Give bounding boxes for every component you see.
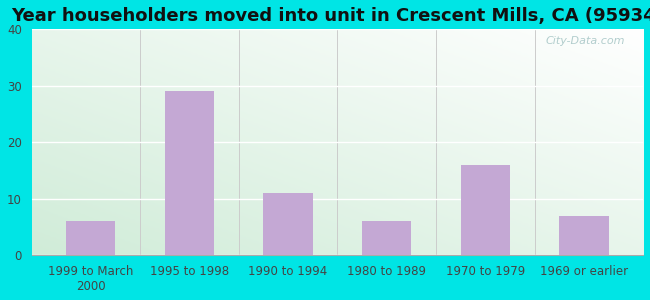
Text: City-Data.com: City-Data.com: [545, 36, 625, 46]
Bar: [66, 221, 116, 255]
Bar: [164, 92, 214, 255]
Bar: [362, 221, 411, 255]
Bar: [263, 193, 313, 255]
Bar: [263, 193, 313, 255]
Bar: [559, 216, 608, 255]
Bar: [461, 165, 510, 255]
Bar: [66, 221, 116, 255]
Bar: [461, 165, 510, 255]
Title: Year householders moved into unit in Crescent Mills, CA (95934): Year householders moved into unit in Cre…: [11, 7, 650, 25]
Bar: [362, 221, 411, 255]
Bar: [164, 92, 214, 255]
Bar: [559, 216, 608, 255]
